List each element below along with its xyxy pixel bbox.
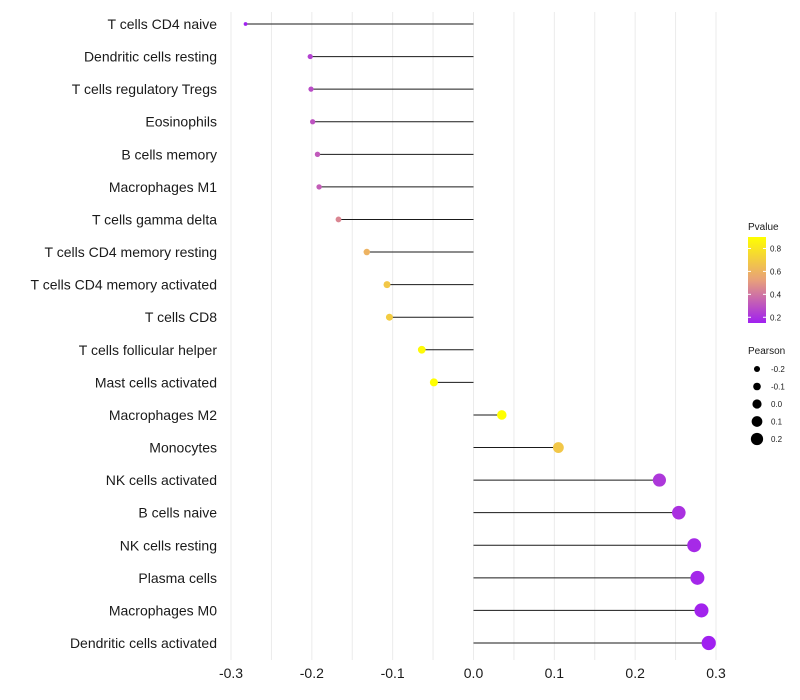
category-label: B cells naive [138, 505, 217, 521]
lollipop-dot [363, 248, 371, 256]
x-tick-label: -0.1 [381, 665, 405, 681]
lollipop-dot [335, 216, 342, 223]
category-label: Macrophages M2 [109, 407, 217, 423]
category-label: Eosinophils [145, 114, 217, 130]
lollipop-dot [652, 473, 666, 487]
x-tick-label: 0.0 [464, 665, 484, 681]
pvalue-legend-label: 0.8 [770, 244, 782, 253]
pvalue-colorbar [748, 237, 766, 323]
category-labels: T cells CD4 naive Dendritic cells resting… [31, 16, 218, 651]
x-tick-label: 0.3 [706, 665, 726, 681]
pearson-legend-dot [751, 416, 763, 427]
lollipop-dot [552, 442, 564, 453]
x-tick-label: 0.2 [625, 665, 645, 681]
x-tick-label: -0.2 [300, 665, 324, 681]
pearson-legend-label: 0.2 [771, 435, 783, 444]
lollipop-dot [497, 410, 507, 420]
pearson-legend-title: Pearson [748, 346, 785, 357]
category-label: Monocytes [149, 440, 217, 456]
category-label: Macrophages M0 [109, 602, 217, 618]
category-label: T cells follicular helper [79, 342, 218, 358]
category-label: NK cells activated [106, 472, 217, 488]
lollipop-dot [429, 378, 438, 387]
category-label: T cells CD4 naive [108, 16, 218, 32]
pvalue-legend-label: 0.4 [770, 290, 782, 299]
pvalue-legend-label: 0.6 [770, 267, 782, 276]
lollipop-dot [687, 538, 702, 553]
category-label: T cells regulatory Tregs [72, 81, 217, 97]
lollipop-dot [701, 635, 716, 651]
category-label: Dendritic cells resting [84, 49, 217, 65]
category-label: Macrophages M1 [109, 179, 217, 195]
pearson-legend-dot [750, 432, 764, 446]
lollipop-dot [307, 53, 313, 60]
pearson-legend-label: 0.0 [771, 400, 783, 409]
category-label: Plasma cells [138, 570, 217, 586]
pearson-legend-label: -0.2 [771, 365, 785, 374]
category-label: T cells CD4 memory activated [31, 277, 217, 293]
pearson-legend-dot [752, 399, 762, 409]
lollipop-dots [243, 22, 716, 651]
x-tick-label: -0.3 [219, 665, 243, 681]
lollipop-dot [308, 86, 314, 92]
x-axis-ticks: -0.3 -0.2 -0.1 0.0 0.1 0.2 0.3 [219, 665, 726, 681]
pvalue-legend-label: 0.2 [770, 313, 782, 322]
lollipop-dot [314, 151, 321, 158]
grid-lines [230, 12, 717, 660]
pvalue-legend: Pvalue 0.2 0.4 0.6 0.8 [748, 222, 782, 323]
lollipop-dot [694, 603, 709, 618]
category-label: T cells CD8 [145, 309, 217, 325]
pearson-legend: Pearson -0.2 -0.1 0.0 0.1 0.2 [748, 346, 785, 446]
lollipop-dot [417, 345, 426, 354]
lollipop-dot [672, 505, 686, 520]
x-tick-label: 0.1 [545, 665, 565, 681]
lollipop-dot [316, 184, 322, 190]
pvalue-legend-title: Pvalue [748, 222, 779, 233]
pearson-legend-dot [753, 382, 761, 391]
category-label: Dendritic cells activated [70, 635, 217, 651]
category-label: T cells CD4 memory resting [45, 244, 217, 260]
lollipop-dot [243, 22, 248, 26]
lollipop-dot [383, 281, 391, 289]
category-label: Mast cells activated [95, 374, 217, 390]
pearson-legend-label: 0.1 [771, 418, 783, 427]
category-label: B cells memory [121, 146, 217, 162]
pearson-legend-label: -0.1 [771, 383, 785, 392]
category-label: NK cells resting [120, 537, 217, 553]
lollipop-dot [385, 313, 393, 321]
lollipop-stems [245, 23, 709, 644]
category-label: T cells gamma delta [92, 211, 217, 227]
lollipop-dot [690, 570, 705, 585]
lollipop-dot [310, 119, 316, 125]
pearson-legend-dot [753, 365, 761, 373]
